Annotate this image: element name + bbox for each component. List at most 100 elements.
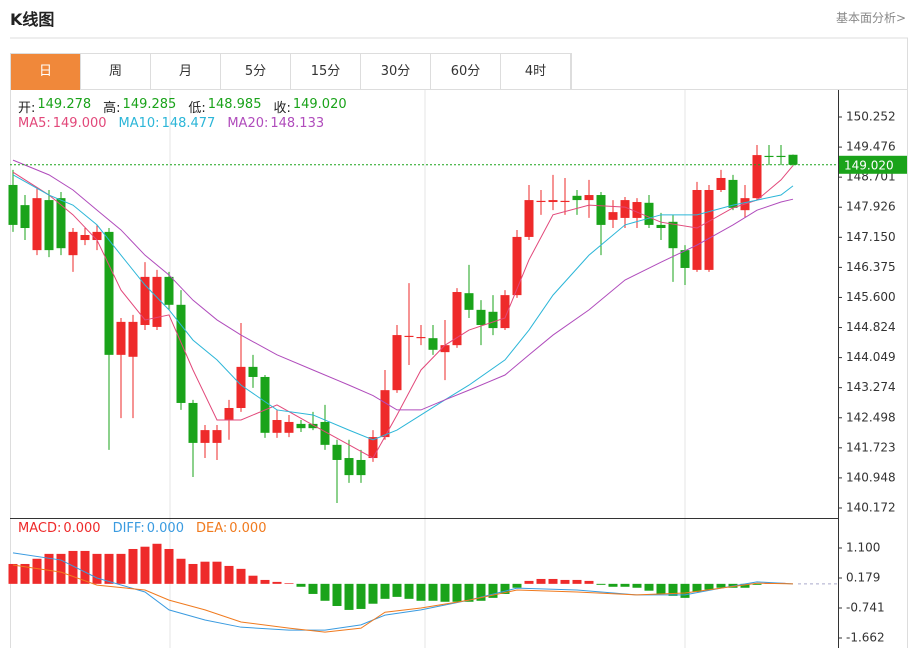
candle-body: [68, 231, 78, 256]
candle-body: [8, 184, 18, 225]
macd-bar: [488, 583, 498, 598]
candle-body: [692, 189, 702, 270]
candle-body: [440, 345, 450, 353]
y-tick-label: 146.375: [846, 260, 896, 274]
candle-body: [656, 224, 666, 229]
candle-body: [164, 276, 174, 305]
candle-body: [776, 155, 786, 158]
macd-bar: [92, 553, 102, 584]
macd-bar: [428, 583, 438, 601]
macd-bar: [116, 553, 126, 584]
macd-bar: [524, 580, 534, 584]
candle-body: [320, 421, 330, 445]
candle-body: [44, 200, 54, 251]
candle-body: [152, 276, 162, 327]
quote-row: 开: 149.278 高: 149.285 低: 148.985 收: 149.020: [18, 97, 359, 116]
macd-bar: [128, 548, 138, 584]
tab[interactable]: 15分: [291, 54, 361, 90]
macd-bar: [284, 583, 294, 584]
y-tick-label: 1.100: [846, 541, 880, 555]
macd-bar: [680, 583, 690, 598]
macd-bar: [344, 583, 354, 610]
candle-body: [524, 200, 534, 237]
legend-name: MA10:: [118, 116, 160, 131]
macd-bar: [104, 553, 114, 584]
tab[interactable]: 60分: [431, 54, 501, 90]
last-price-label: 149.020: [844, 158, 894, 172]
candle-body: [284, 421, 294, 433]
macd-bar: [44, 553, 54, 584]
macd-bar: [260, 579, 270, 584]
macd-bar: [464, 583, 474, 602]
tab[interactable]: 周: [81, 54, 151, 90]
tab[interactable]: 5分: [221, 54, 291, 90]
legend-value: 149.000: [52, 116, 107, 131]
y-tick-label: 0.179: [846, 571, 880, 585]
candle-body: [272, 420, 282, 433]
legend-name: MACD:: [18, 521, 62, 536]
macd-bar: [560, 579, 570, 584]
tab[interactable]: 4时: [501, 54, 571, 90]
candle-body: [392, 335, 402, 391]
y-tick-label: 145.600: [846, 290, 896, 304]
macd-bar: [164, 548, 174, 584]
macd-bar: [512, 583, 522, 588]
candle-body: [368, 437, 378, 459]
macd-bar: [704, 583, 714, 590]
macd-bar: [608, 583, 618, 587]
legend-value: 0.000: [146, 521, 184, 536]
candle-body: [32, 198, 42, 251]
macd-bar: [212, 561, 222, 584]
tab[interactable]: 月: [151, 54, 221, 90]
macd-bar: [200, 561, 210, 584]
candle-body: [236, 366, 246, 408]
macd-bar: [224, 565, 234, 584]
indicator-line: [12, 564, 794, 633]
quote-value: 149.020: [292, 97, 347, 112]
macd-bar: [152, 543, 162, 584]
candle-body: [176, 304, 186, 403]
quote-label: 高:: [103, 101, 121, 116]
macd-bar: [440, 583, 450, 602]
candle-body: [788, 154, 798, 165]
quote-label: 收:: [273, 101, 291, 116]
legend-name: DEA:: [195, 521, 228, 536]
macd-bar: [380, 583, 390, 599]
candle-body: [620, 200, 630, 218]
candle-body: [632, 202, 642, 218]
candle-body: [476, 309, 486, 325]
y-tick-label: 142.498: [846, 410, 896, 424]
candle-body: [644, 202, 654, 225]
legend-value: 0.000: [63, 521, 101, 536]
macd-bar: [416, 583, 426, 601]
candle-body: [248, 366, 258, 377]
link[interactable]: 基本面分析>: [835, 11, 906, 25]
macd-bar: [716, 583, 726, 588]
candle-body: [764, 155, 774, 158]
quote-value: 148.985: [207, 97, 262, 112]
macd-bar: [32, 558, 42, 584]
candle-body: [224, 407, 234, 421]
y-tick-label: 147.150: [846, 230, 896, 244]
candle-body: [380, 390, 390, 438]
tab[interactable]: 日: [11, 54, 81, 90]
macd-bar: [476, 583, 486, 601]
macd-bar: [572, 579, 582, 584]
tabs: 日周月 5分 15分 30分 60分 4时: [10, 53, 572, 90]
macd-bar: [596, 583, 606, 585]
macd-bar: [452, 583, 462, 602]
candle-body: [596, 195, 606, 225]
candle-body: [140, 276, 150, 325]
y-tick-label: 140.172: [846, 500, 896, 514]
y-tick-label: 147.926: [846, 200, 896, 214]
tab[interactable]: 30分: [361, 54, 431, 90]
candle-body: [404, 335, 414, 338]
legend-name: DIFF:: [112, 521, 145, 536]
candle-body: [728, 179, 738, 208]
candle-body: [704, 189, 714, 270]
candle-body: [308, 423, 318, 429]
quote-label: 开:: [18, 101, 36, 116]
macd-bar: [176, 558, 186, 584]
legend-name: MA5:: [18, 116, 51, 131]
